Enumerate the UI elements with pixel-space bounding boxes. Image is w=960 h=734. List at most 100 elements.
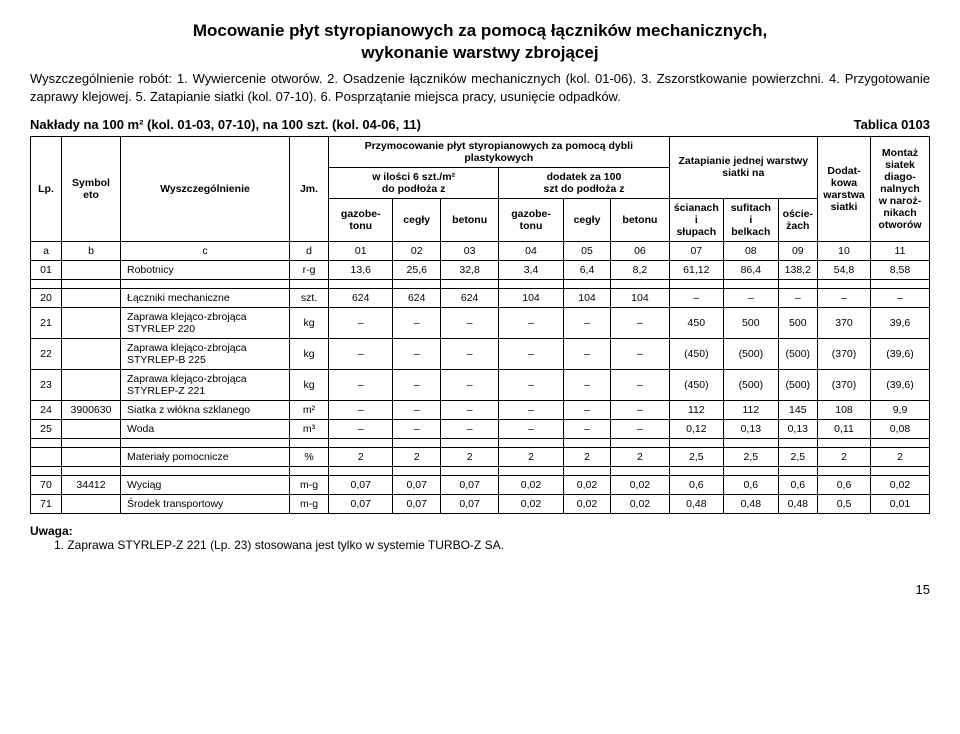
table-cell: 500 — [778, 307, 817, 338]
note-text: 1. Zaprawa STYRLEP-Z 221 (Lp. 23) stosow… — [54, 538, 504, 552]
table-cell: – — [563, 400, 611, 419]
table-cell: 61,12 — [669, 260, 723, 279]
table-cell: m-g — [290, 494, 329, 513]
table-cell: – — [871, 288, 930, 307]
table-cell: – — [393, 419, 441, 438]
table-cell: szt. — [290, 288, 329, 307]
table-cell: 0,07 — [393, 475, 441, 494]
table-cell: – — [611, 369, 669, 400]
table-cell: 624 — [440, 288, 498, 307]
table-cell: 0,02 — [499, 494, 563, 513]
table-cell: 39,6 — [871, 307, 930, 338]
table-cell: – — [393, 338, 441, 369]
table-body: 01Robotnicyr-g13,625,632,83,46,48,261,12… — [31, 260, 930, 513]
table-cell: – — [329, 419, 393, 438]
table-cell: Zaprawa klejąco-zbrojąca STYRLEP 220 — [121, 307, 290, 338]
table-cell: 2 — [393, 447, 441, 466]
th-gazo-1: gazobe- tonu — [329, 198, 393, 241]
table-cell: 01 — [31, 260, 62, 279]
table-cell: 3900630 — [62, 400, 121, 419]
table-cell: 624 — [393, 288, 441, 307]
th-symbol: Symbol eto — [62, 136, 121, 241]
naklady-label: Nakłady na 100 m² (kol. 01-03, 07-10), n… — [30, 117, 421, 132]
table-cell: – — [440, 307, 498, 338]
table-cell: r-g — [290, 260, 329, 279]
table-cell: Wyciąg — [121, 475, 290, 494]
th-sub1: w ilości 6 szt./m² do podłoża z — [329, 167, 499, 198]
table-cell — [62, 447, 121, 466]
table-row: 20Łączniki mechaniczneszt.62462462410410… — [31, 288, 930, 307]
table-cell: – — [440, 400, 498, 419]
coln-a: a — [31, 241, 62, 260]
table-cell: – — [329, 338, 393, 369]
table-cell: (450) — [669, 338, 723, 369]
table-cell: – — [563, 419, 611, 438]
coln-10: 10 — [818, 241, 871, 260]
table-cell: (450) — [669, 369, 723, 400]
table-cell: 2 — [871, 447, 930, 466]
table-cell: 624 — [329, 288, 393, 307]
th-group2: Zatapianie jednej warstwy siatki na — [669, 136, 817, 198]
table-cell — [62, 307, 121, 338]
table-cell: kg — [290, 338, 329, 369]
table-cell — [62, 419, 121, 438]
table-cell: 3,4 — [499, 260, 563, 279]
table-cell: 112 — [724, 400, 779, 419]
table-row: 7034412Wyciągm-g0,070,070,070,020,020,02… — [31, 475, 930, 494]
table-cell: 6,4 — [563, 260, 611, 279]
table-cell: 25,6 — [393, 260, 441, 279]
table-cell: 0,6 — [818, 475, 871, 494]
table-cell: 0,07 — [393, 494, 441, 513]
table-cell: – — [611, 307, 669, 338]
table-cell: (500) — [778, 338, 817, 369]
table-cell: (500) — [724, 369, 779, 400]
note-label: Uwaga: — [30, 524, 73, 538]
table-cell: 145 — [778, 400, 817, 419]
table-cell: 104 — [563, 288, 611, 307]
table-cell: % — [290, 447, 329, 466]
table-cell: – — [393, 369, 441, 400]
table-cell: 0,48 — [778, 494, 817, 513]
tablica-label: Tablica 0103 — [854, 117, 930, 132]
table-cell: 0,6 — [778, 475, 817, 494]
table-cell: 370 — [818, 307, 871, 338]
th-cegly-2: cegły — [563, 198, 611, 241]
table-cell: 0,5 — [818, 494, 871, 513]
table-cell: Materiały pomocnicze — [121, 447, 290, 466]
th-betonu-2: betonu — [611, 198, 669, 241]
table-cell: 138,2 — [778, 260, 817, 279]
coln-04: 04 — [499, 241, 563, 260]
table-cell: 24 — [31, 400, 62, 419]
table-cell: 34412 — [62, 475, 121, 494]
table-cell: 112 — [669, 400, 723, 419]
table-cell: 0,01 — [871, 494, 930, 513]
table-cell: – — [329, 369, 393, 400]
table-cell — [62, 494, 121, 513]
table-cell: 0,02 — [611, 475, 669, 494]
th-betonu-1: betonu — [440, 198, 498, 241]
table-cell: kg — [290, 369, 329, 400]
th-montaz: Montaż siatek diago- nalnych w naroż- ni… — [871, 136, 930, 241]
th-lp: Lp. — [31, 136, 62, 241]
table-cell: 2 — [329, 447, 393, 466]
table-cell: Zaprawa klejąco-zbrojąca STYRLEP-B 225 — [121, 338, 290, 369]
table-cell: – — [563, 338, 611, 369]
table-cell: 21 — [31, 307, 62, 338]
table-cell: – — [669, 288, 723, 307]
table-cell: – — [611, 419, 669, 438]
coln-b: b — [62, 241, 121, 260]
table-cell: – — [778, 288, 817, 307]
table-cell: – — [440, 338, 498, 369]
table-cell: – — [499, 307, 563, 338]
title-line-2: wykonanie warstwy zbrojącej — [361, 43, 598, 62]
table-cell — [62, 369, 121, 400]
table-cell: 22 — [31, 338, 62, 369]
table-cell: – — [499, 369, 563, 400]
table-cell: – — [440, 369, 498, 400]
table-cell: 71 — [31, 494, 62, 513]
table-cell — [62, 288, 121, 307]
th-wysz: Wyszczególnienie — [121, 136, 290, 241]
table-cell: 20 — [31, 288, 62, 307]
coln-09: 09 — [778, 241, 817, 260]
table-cell: – — [563, 369, 611, 400]
